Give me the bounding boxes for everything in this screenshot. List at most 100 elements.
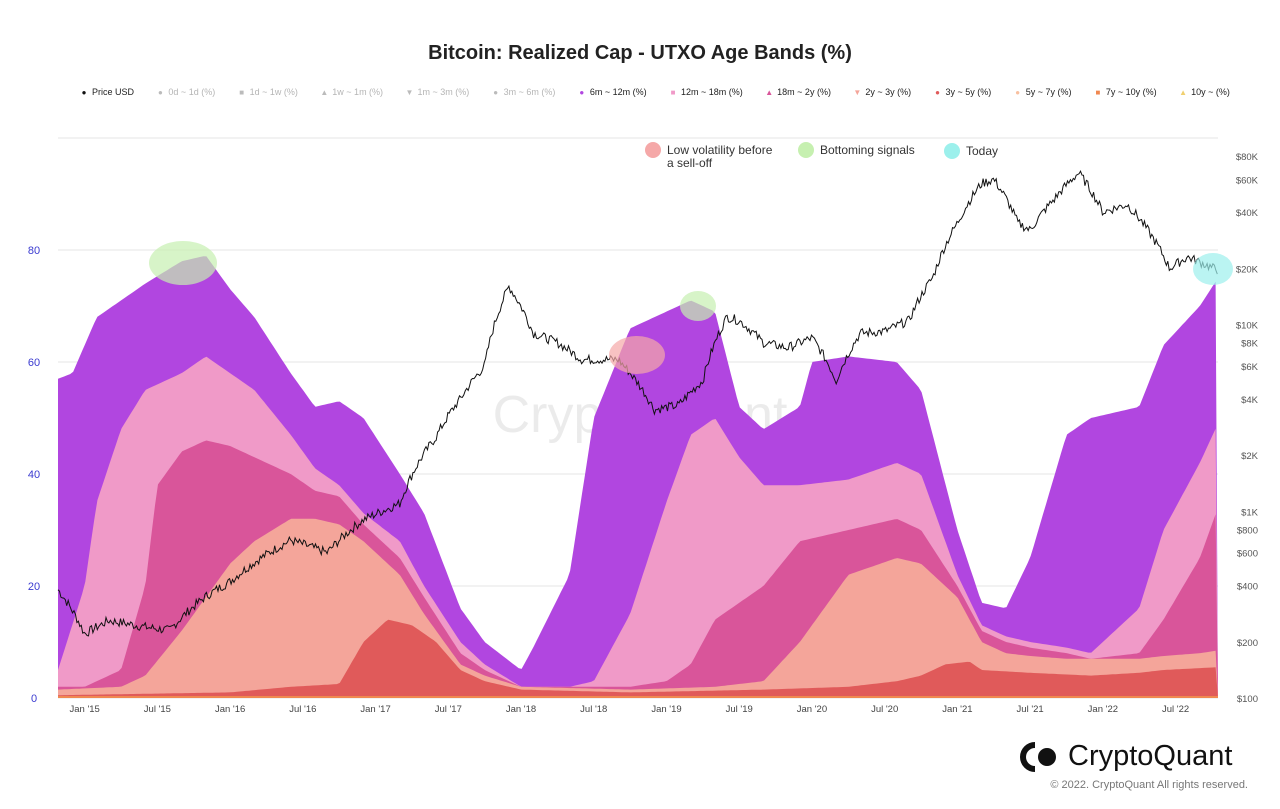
legend-label: 2y ~ 3y (%): [865, 87, 912, 97]
x-tick-label: Jul '15: [144, 704, 171, 715]
legend-marker-icon: ■: [239, 87, 245, 97]
legend-label: 1w ~ 1m (%): [332, 87, 384, 97]
legend-marker-icon: ●: [81, 87, 87, 97]
annotation-label: Today: [966, 144, 998, 158]
legend-marker-icon: ●: [493, 87, 499, 97]
x-tick-label: Jan '16: [215, 704, 245, 715]
legend-item[interactable]: ▲ 10y ~ (%): [1179, 87, 1230, 97]
y-right-tick-label: $40K: [1236, 208, 1259, 219]
legend-marker-icon: ●: [935, 87, 940, 97]
x-tick-label: Jul '17: [435, 704, 462, 715]
y-left-tick-label: 20: [28, 581, 40, 593]
legend-marker-icon: ●: [158, 87, 163, 97]
annotation-marker-today: [1193, 253, 1233, 285]
x-tick-label: Jan '22: [1088, 704, 1118, 715]
legend-marker-icon: ▲: [320, 87, 329, 97]
legend-label: 7y ~ 10y (%): [1105, 87, 1157, 97]
legend-label: 10y ~ (%): [1191, 87, 1230, 97]
x-tick-label: Jul '21: [1017, 704, 1044, 715]
legend-marker-icon: ●: [579, 87, 585, 97]
annotation-marker-bottoming: [149, 241, 217, 285]
legend-marker-icon: ●: [1015, 87, 1021, 97]
legend-label: 1m ~ 3m (%): [417, 87, 470, 97]
x-tick-label: Jul '18: [580, 704, 607, 715]
cryptoquant-logo-icon: [1020, 741, 1056, 772]
legend-label: 6m ~ 12m (%): [589, 87, 647, 97]
area-7y-10y: [58, 696, 1218, 698]
legend-item[interactable]: ▲ 18m ~ 2y (%): [765, 87, 831, 97]
y-left-tick-label: 40: [28, 469, 40, 481]
y-right-tick-label: $600: [1237, 549, 1258, 560]
y-right-tick-label: $200: [1237, 638, 1258, 649]
x-tick-label: Jan '17: [360, 704, 390, 715]
x-tick-label: Jan '20: [797, 704, 827, 715]
legend-label: Price USD: [92, 87, 135, 97]
y-right-tick-label: $100: [1237, 694, 1258, 705]
annotation-label: Low volatility before: [667, 143, 773, 157]
y-left-tick-label: 0: [31, 693, 37, 705]
legend-label: 0d ~ 1d (%): [168, 87, 216, 97]
legend-marker-icon: ■: [670, 87, 676, 97]
legend-item[interactable]: ▼ 2y ~ 3y (%): [853, 87, 911, 97]
x-tick-label: Jan '21: [942, 704, 972, 715]
legend-label: 3m ~ 6m (%): [503, 87, 556, 97]
legend-item[interactable]: ■ 1d ~ 1w (%): [238, 87, 298, 97]
legend-item[interactable]: ▼ 1m ~ 3m (%): [405, 87, 470, 97]
x-tick-label: Jul '20: [871, 704, 898, 715]
legend-marker-icon: ■: [1095, 87, 1101, 97]
legend-label: 3y ~ 5y (%): [945, 87, 992, 97]
y-right-tick-label: $8K: [1241, 339, 1259, 350]
legend-item[interactable]: ● 5y ~ 7y (%): [1014, 87, 1072, 97]
legend-item[interactable]: ● 6m ~ 12m (%): [578, 87, 647, 97]
legend-marker-icon: ▲: [1179, 87, 1188, 97]
annotation-marker-bottoming: [680, 291, 716, 321]
y-right-tick-label: $2K: [1241, 451, 1259, 462]
legend-item[interactable]: ■ 12m ~ 18m (%): [669, 87, 743, 97]
legend-marker-icon: ▼: [405, 87, 414, 97]
x-tick-label: Jan '18: [506, 704, 536, 715]
legend-item[interactable]: ■ 7y ~ 10y (%): [1094, 87, 1157, 97]
legend-item[interactable]: ● Price USD: [80, 87, 134, 97]
chart-title: Bitcoin: Realized Cap - UTXO Age Bands (…: [428, 42, 852, 64]
x-tick-label: Jul '16: [289, 704, 316, 715]
brand-name: CryptoQuant: [1068, 740, 1233, 772]
x-tick-label: Jul '22: [1162, 704, 1189, 715]
y-right-tick-label: $60K: [1236, 175, 1259, 186]
annotation-label: a sell-off: [667, 156, 713, 170]
annotation-key-icon: [645, 142, 661, 158]
legend-item[interactable]: ● 3y ~ 5y (%): [934, 87, 992, 97]
y-left-tick-label: 80: [28, 245, 40, 257]
annotation-key-icon: [798, 142, 814, 158]
x-tick-label: Jan '15: [69, 704, 99, 715]
annotation-label: Bottoming signals: [820, 143, 915, 157]
x-tick-label: Jul '19: [726, 704, 753, 715]
y-right-tick-label: $800: [1237, 525, 1258, 536]
legend-label: 12m ~ 18m (%): [680, 87, 743, 97]
y-right-tick-label: $10K: [1236, 321, 1259, 332]
annotation-marker-sell-off: [609, 336, 665, 374]
copyright: © 2022. CryptoQuant All rights reserved.: [1050, 779, 1248, 791]
y-right-tick-label: $400: [1237, 582, 1258, 593]
cryptoquant-logo: CryptoQuant: [1020, 740, 1232, 773]
y-right-tick-label: $80K: [1236, 152, 1259, 163]
legend-item[interactable]: ● 3m ~ 6m (%): [492, 87, 556, 97]
y-right-tick-label: $4K: [1241, 395, 1259, 406]
legend: ● Price USD ● 0d ~ 1d (%) ■ 1d ~ 1w (%) ▲ 1w ~ …: [80, 87, 1230, 97]
legend-item[interactable]: ▲ 1w ~ 1m (%): [320, 87, 383, 97]
area-2y-3y-: [58, 518, 1218, 698]
legend-label: 18m ~ 2y (%): [777, 87, 831, 97]
legend-label: 1d ~ 1w (%): [249, 87, 298, 97]
y-left-tick-label: 60: [28, 357, 40, 369]
legend-marker-icon: ▲: [765, 87, 774, 97]
y-right-tick-label: $20K: [1236, 264, 1259, 275]
x-tick-label: Jan '19: [651, 704, 681, 715]
y-right-tick-label: $1K: [1241, 507, 1259, 518]
y-right-tick-label: $6K: [1241, 362, 1259, 373]
area-3y-5y-and-older: [58, 619, 1218, 698]
price-line: [57, 170, 1218, 637]
legend-item[interactable]: ● 0d ~ 1d (%): [156, 87, 215, 97]
legend-marker-icon: ▼: [853, 87, 862, 97]
legend-label: 5y ~ 7y (%): [1025, 87, 1072, 97]
